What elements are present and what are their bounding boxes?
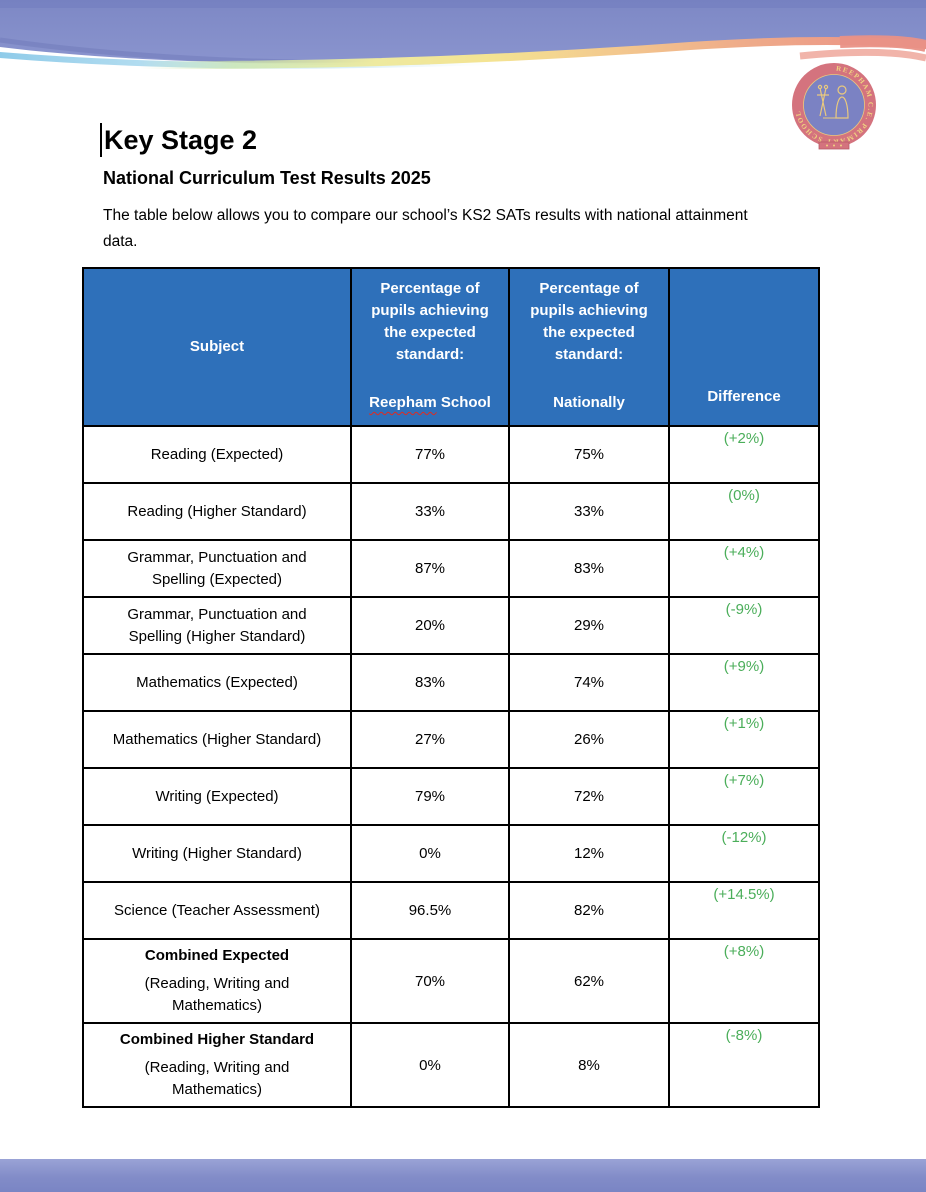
school-value-cell: 27% [350, 710, 510, 769]
national-value-cell: 26% [508, 710, 670, 769]
intro-paragraph: The table below allows you to compare ou… [103, 207, 748, 250]
table-row: Reading (Expected) 77% 75% (+2%) [82, 425, 820, 484]
school-value-cell: 20% [350, 596, 510, 655]
table-row: Writing (Higher Standard) 0% 12% (-12%) [82, 824, 820, 883]
subject-title: Combined Expected [144, 947, 290, 964]
difference-cell: (+2%) [668, 425, 820, 484]
subject-label: Grammar, Punctuation and Spelling (Expec… [127, 548, 307, 588]
national-value-cell: 72% [508, 767, 670, 826]
national-value-cell: 12% [508, 824, 670, 883]
difference-header-cell: Difference [668, 267, 820, 427]
table-row: Writing (Expected) 79% 72% (+7%) [82, 767, 820, 826]
difference-cell: (+8%) [668, 938, 820, 1024]
national-value-cell: 33% [508, 482, 670, 541]
table-row: Reading (Higher Standard) 33% 33% (0%) [82, 482, 820, 541]
subject-cell: Grammar, Punctuation and Spelling (Expec… [82, 539, 352, 598]
difference-cell: (0%) [668, 482, 820, 541]
difference-cell: (-9%) [668, 596, 820, 655]
table-row: Combined Higher Standard (Reading, Writin… [82, 1022, 820, 1108]
school-name-rest: School [440, 394, 491, 411]
school-value-cell: 0% [350, 1022, 510, 1108]
national-value-cell: 8% [508, 1022, 670, 1108]
national-value-cell: 74% [508, 653, 670, 712]
page-subtitle: National Curriculum Test Results 2025 [103, 168, 431, 188]
school-value-cell: 87% [350, 539, 510, 598]
page-title-text: Key Stage 2 [104, 124, 258, 155]
school-name-label: Reepham School [369, 392, 491, 414]
table-row: Grammar, Punctuation and Spelling (Expec… [82, 539, 820, 598]
school-value-cell: 83% [350, 653, 510, 712]
difference-header-label: Difference [707, 388, 781, 405]
subject-cell: Reading (Higher Standard) [82, 482, 352, 541]
crest-figures-icon [817, 84, 849, 119]
school-logo: REEPHAM C.E. PRIMARY SCHOOL [792, 63, 876, 150]
national-header-text: Percentage of pupils achieving the expec… [530, 280, 648, 363]
header-wave-banner [0, 0, 926, 70]
subject-label: Reading (Higher Standard) [127, 502, 307, 520]
subject-note: (Reading, Writing and Mathematics) [144, 975, 290, 1014]
national-name-label: Nationally [553, 394, 625, 411]
national-value-cell: 83% [508, 539, 670, 598]
table-header-row: Subject Percentage of pupils achieving t… [82, 267, 820, 427]
difference-cell: (-12%) [668, 824, 820, 883]
subject-label: Grammar, Punctuation and Spelling (Highe… [127, 605, 307, 645]
national-value-cell: 62% [508, 938, 670, 1024]
school-value-cell: 96.5% [350, 881, 510, 940]
subject-cell: Writing (Higher Standard) [82, 824, 352, 883]
subject-label: Mathematics (Higher Standard) [112, 730, 322, 748]
subject-cell: Reading (Expected) [82, 425, 352, 484]
text-cursor [100, 123, 102, 157]
table-row: Science (Teacher Assessment) 96.5% 82% (+14… [82, 881, 820, 940]
difference-cell: (+14.5%) [668, 881, 820, 940]
school-value-cell: 79% [350, 767, 510, 826]
footer-wave-banner [0, 1159, 926, 1192]
national-value-cell: 82% [508, 881, 670, 940]
difference-cell: (+1%) [668, 710, 820, 769]
difference-cell: (+4%) [668, 539, 820, 598]
subject-cell: Writing (Expected) [82, 767, 352, 826]
subject-cell: Mathematics (Expected) [82, 653, 352, 712]
subject-label: Science (Teacher Assessment) [114, 901, 320, 919]
logo-ribbon [818, 141, 850, 150]
subject-label: Mathematics (Expected) [136, 673, 298, 691]
table-row: Mathematics (Expected) 83% 74% (+9%) [82, 653, 820, 712]
subject-header-label: Subject [189, 338, 245, 355]
difference-cell: (-8%) [668, 1022, 820, 1108]
subject-note: (Reading, Writing and Mathematics) [144, 1059, 290, 1098]
school-value-cell: 33% [350, 482, 510, 541]
results-table-body: Reading (Expected) 77% 75% (+2%) Reading (Hi… [82, 425, 820, 1108]
subject-cell: Combined Higher Standard (Reading, Writin… [82, 1022, 352, 1108]
school-name-misspelled-word: Reepham [369, 394, 437, 411]
page-title: Key Stage 2 [100, 123, 257, 157]
subject-header-cell: Subject [82, 267, 352, 427]
subject-cell: Grammar, Punctuation and Spelling (Highe… [82, 596, 352, 655]
difference-cell: (+7%) [668, 767, 820, 826]
results-table: Subject Percentage of pupils achieving t… [82, 267, 820, 1108]
school-header-cell: Percentage of pupils achieving the expec… [350, 267, 510, 427]
table-row: Grammar, Punctuation and Spelling (Highe… [82, 596, 820, 655]
table-row: Combined Expected (Reading, Writing and M… [82, 938, 820, 1024]
subject-label: Writing (Expected) [155, 787, 279, 805]
subject-label: Writing (Higher Standard) [132, 844, 302, 862]
school-value-cell: 70% [350, 938, 510, 1024]
subject-cell: Science (Teacher Assessment) [82, 881, 352, 940]
subject-title: Combined Higher Standard [119, 1031, 315, 1048]
school-value-cell: 77% [350, 425, 510, 484]
subject-label: Reading (Expected) [150, 445, 284, 463]
school-header-text: Percentage of pupils achieving the expec… [371, 280, 489, 363]
subject-cell: Combined Expected (Reading, Writing and M… [82, 938, 352, 1024]
school-value-cell: 0% [350, 824, 510, 883]
national-header-cell: Percentage of pupils achieving the expec… [508, 267, 670, 427]
national-value-cell: 29% [508, 596, 670, 655]
national-value-cell: 75% [508, 425, 670, 484]
subject-cell: Mathematics (Higher Standard) [82, 710, 352, 769]
table-row: Mathematics (Higher Standard) 27% 26% (+1%) [82, 710, 820, 769]
difference-cell: (+9%) [668, 653, 820, 712]
